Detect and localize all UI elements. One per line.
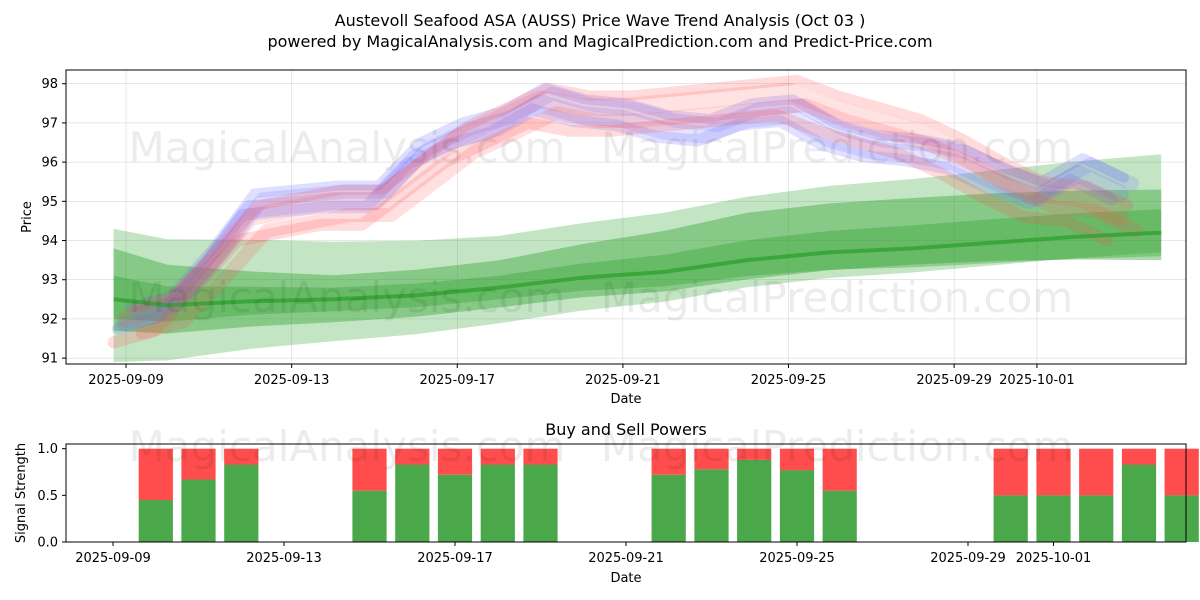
signal-y-label: Signal Strength <box>14 443 29 543</box>
red-wave-line-2 <box>135 98 1144 340</box>
sell-bar <box>395 448 430 465</box>
sell-bar <box>437 448 473 475</box>
watermark-prediction-3: MagicalPrediction.com <box>601 422 1074 471</box>
price-xtick-label: 2025-10-01 <box>999 373 1075 388</box>
red-wave-line-1 <box>117 82 1129 328</box>
buy-bar <box>651 474 686 542</box>
price-ytick-label: 95 <box>41 195 58 210</box>
buy-bar <box>1164 495 1199 542</box>
signal-y-ticks: 0.0 0.5 1.0 <box>37 442 66 551</box>
red-wave-line-4 <box>129 74 1133 313</box>
price-ytick-label: 97 <box>41 116 58 131</box>
price-xtick-label: 2025-09-25 <box>751 373 827 388</box>
chart-subtitle: powered by MagicalAnalysis.com and Magic… <box>267 32 932 51</box>
sell-bar <box>1079 448 1114 496</box>
blue-wave-line-2 <box>131 86 1140 320</box>
signal-x-ticks: 2025-09-09 2025-09-13 2025-09-17 2025-09-21… <box>75 542 1091 566</box>
sell-bar <box>1121 448 1157 465</box>
price-grid <box>66 70 1186 364</box>
buy-bar <box>352 490 387 542</box>
signal-ytick-label: 0.5 <box>37 489 58 504</box>
red-wave-line-3 <box>107 109 1114 349</box>
sell-bar <box>651 448 686 475</box>
buy-bar <box>523 464 558 542</box>
signal-xtick-label: 2025-09-25 <box>759 551 835 566</box>
price-panel: MagicalAnalysis.com MagicalPrediction.co… <box>20 69 1187 407</box>
signal-panel: Buy and Sell Powers MagicalAnalysis.com … <box>14 420 1199 586</box>
buy-bar <box>138 500 173 542</box>
sell-bar <box>737 448 772 460</box>
price-plot-frame <box>65 69 1187 365</box>
sell-bar <box>480 448 515 465</box>
buy-bar <box>395 464 430 542</box>
blue-wave-line-3 <box>111 103 1118 335</box>
buy-bar <box>437 474 473 542</box>
signal-xtick-label: 2025-09-29 <box>930 551 1006 566</box>
price-y-label: Price <box>20 201 35 233</box>
buy-bar <box>181 479 216 542</box>
buy-bar <box>694 469 729 542</box>
price-xtick-label: 2025-09-21 <box>585 373 661 388</box>
buy-bar <box>779 470 815 542</box>
signal-x-label: Date <box>610 571 641 586</box>
price-ytick-label: 92 <box>41 312 58 327</box>
price-ytick-label: 94 <box>41 234 58 249</box>
blue-wave-line-4 <box>125 82 1129 313</box>
watermark-analysis: MagicalAnalysis.com <box>129 123 566 172</box>
sell-bar <box>779 448 815 471</box>
signal-xtick-label: 2025-10-01 <box>1016 551 1092 566</box>
sell-bar <box>822 448 857 491</box>
watermark-analysis-2: MagicalAnalysis.com <box>129 273 566 322</box>
price-watermarks: MagicalAnalysis.com MagicalPrediction.co… <box>129 123 1074 322</box>
buy-bar <box>224 464 259 542</box>
signal-watermarks: MagicalAnalysis.com MagicalPrediction.co… <box>129 422 1074 471</box>
buy-bar <box>1036 495 1071 542</box>
signal-xtick-label: 2025-09-09 <box>75 551 151 566</box>
signal-xtick-label: 2025-09-21 <box>588 551 664 566</box>
signal-bars <box>138 448 1199 542</box>
signal-xtick-label: 2025-09-13 <box>246 551 322 566</box>
buy-bar <box>822 490 857 542</box>
chart-title: Austevoll Seafood ASA (AUSS) Price Wave … <box>335 11 866 30</box>
price-xtick-label: 2025-09-17 <box>419 373 495 388</box>
watermark-prediction-2: MagicalPrediction.com <box>601 273 1074 322</box>
buy-bar <box>480 464 515 542</box>
sell-bar <box>181 448 216 480</box>
signal-xtick-label: 2025-09-17 <box>417 551 493 566</box>
green-band-1 <box>113 154 1162 362</box>
watermark-prediction: MagicalPrediction.com <box>601 123 1074 172</box>
price-ytick-label: 98 <box>41 77 58 92</box>
price-ytick-label: 93 <box>41 273 58 288</box>
buy-bar <box>737 459 772 542</box>
sell-bar <box>1036 448 1071 496</box>
price-y-ticks: 91 92 93 94 95 96 97 98 <box>41 77 66 367</box>
sell-bar <box>694 448 729 470</box>
green-trend-line <box>113 230 1162 308</box>
sell-bar <box>1164 448 1199 496</box>
green-band-3 <box>113 209 1162 322</box>
blue-wave-line-1 <box>117 94 1129 332</box>
sell-bar <box>352 448 387 491</box>
buy-bar <box>1079 495 1114 542</box>
signal-ytick-label: 0.0 <box>37 536 58 551</box>
price-ytick-label: 91 <box>41 352 58 367</box>
sell-bar <box>523 448 558 465</box>
price-ytick-label: 96 <box>41 156 58 171</box>
price-xtick-label: 2025-09-29 <box>916 373 992 388</box>
buy-bar <box>993 495 1028 542</box>
price-x-ticks: 2025-09-09 2025-09-13 2025-09-17 2025-09-21… <box>88 364 1075 388</box>
price-xtick-label: 2025-09-09 <box>88 373 164 388</box>
price-xtick-label: 2025-09-13 <box>254 373 330 388</box>
buy-bar <box>1121 464 1157 542</box>
price-lines <box>107 74 1162 349</box>
sell-bar <box>993 448 1028 496</box>
watermark-analysis-3: MagicalAnalysis.com <box>129 422 566 471</box>
signal-title: Buy and Sell Powers <box>545 420 707 439</box>
sell-bar <box>224 448 259 465</box>
price-x-label: Date <box>610 392 641 407</box>
sell-bar <box>138 448 173 500</box>
signal-ytick-label: 1.0 <box>37 442 58 457</box>
